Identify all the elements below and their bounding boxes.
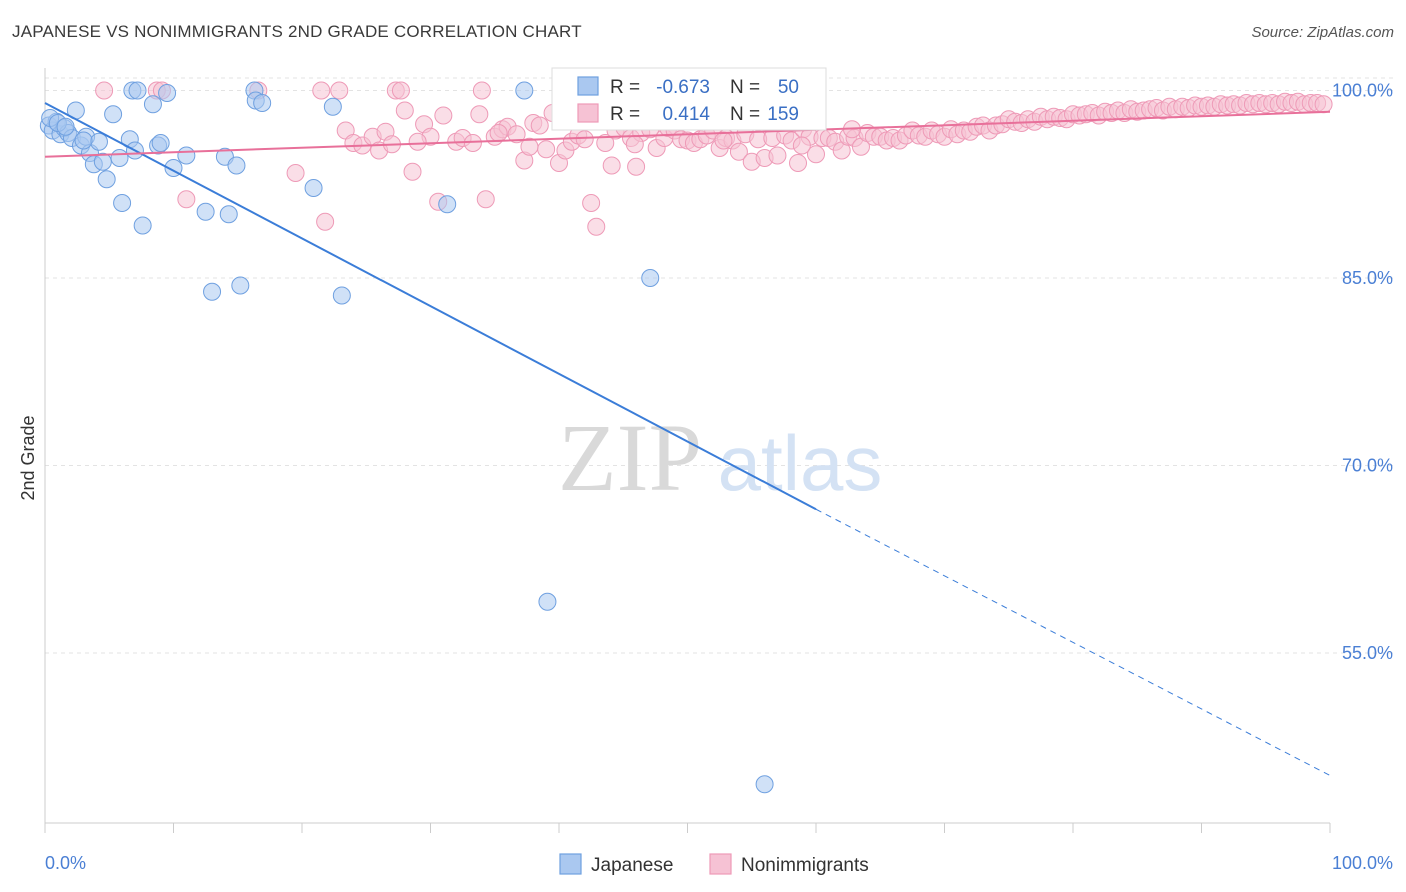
japanese-point-40 (332, 286, 351, 305)
nonimmigrants-point-160 (408, 132, 427, 151)
nonimmigrants-point-24 (434, 106, 453, 125)
japanese-point-42 (515, 81, 534, 100)
japanese-point-12 (89, 132, 108, 151)
japanese-point-13 (93, 152, 112, 171)
nonimmigrants-point-73 (768, 146, 787, 165)
axes-layer (44, 68, 1331, 833)
y-tick-label-3: 55.0% (1342, 643, 1393, 663)
grid-layer (45, 77, 1393, 654)
japanese-point-38 (304, 179, 323, 197)
nonimmigrants-point-36 (537, 140, 556, 159)
nonimmigrants-point-79 (807, 145, 825, 164)
nonimmigrants-point-4 (312, 81, 331, 100)
japanese-point-41 (438, 195, 457, 214)
labels-layer: 0.0% 100.0% 2nd Grade 100.0% 85.0% 70.0% 55… (18, 81, 1393, 874)
japanese-point-29 (196, 202, 215, 221)
y-axis-title: 2nd Grade (18, 415, 38, 500)
stats-swatch-nonimmigrants (577, 103, 599, 123)
japanese-point-48 (56, 117, 75, 136)
stats-r-value-japanese: -0.673 (656, 77, 710, 98)
nonimmigrants-point-10 (286, 164, 305, 182)
japanese-point-32 (219, 205, 238, 224)
bottom-legend: Japanese Nonimmigrants (559, 853, 869, 876)
japanese-point-26 (158, 84, 177, 102)
nonimmigrants-point-158 (1314, 95, 1333, 114)
nonimmigrants-point-43 (582, 194, 601, 212)
nonimmigrants-point-165 (792, 136, 811, 155)
nonimmigrants-point-163 (625, 135, 644, 154)
nonimmigrants-point-0 (95, 81, 114, 100)
japanese-point-14 (97, 170, 116, 189)
nonimmigrants-point-28 (476, 190, 495, 209)
japanese-point-17 (113, 194, 132, 212)
watermark: ZIP atlas (558, 404, 882, 511)
japanese-trend-line-extrapolated (815, 508, 1331, 776)
nonimmigrants-point-164 (714, 131, 733, 150)
japanese-point-15 (104, 105, 123, 124)
nonimmigrants-point-20 (403, 162, 422, 181)
legend-swatch-nonimmigrants (709, 853, 732, 875)
nonimmigrants-point-32 (507, 125, 526, 144)
japanese-point-22 (133, 216, 152, 235)
japanese-point-37 (253, 94, 272, 112)
japanese-point-21 (128, 81, 147, 100)
nonimmigrants-point-161 (470, 105, 489, 124)
stats-n-value-japanese: 50 (778, 77, 799, 98)
nonimmigrants-point-5 (330, 81, 349, 100)
nonimmigrants-point-162 (520, 137, 539, 156)
y-tick-label-2: 70.0% (1342, 456, 1393, 476)
nonimmigrants-trend-line (44, 110, 1331, 158)
japanese-point-39 (323, 97, 342, 116)
japanese-point-34 (231, 276, 250, 295)
nonimmigrants-point-11 (316, 212, 335, 231)
watermark-zip: ZIP (558, 404, 702, 511)
legend-swatch-japanese (559, 853, 582, 875)
stats-swatch-japanese (577, 76, 599, 96)
nonimmigrants-point-159 (489, 124, 508, 142)
nonimmigrants-point-44 (587, 217, 606, 236)
nonimmigrants-point-51 (627, 157, 646, 176)
japanese-point-23 (143, 95, 162, 114)
japanese-point-43 (538, 592, 557, 611)
y-tick-label-0: 100.0% (1332, 81, 1393, 101)
nonimmigrants-point-35 (530, 116, 549, 135)
japanese-trend-line (44, 102, 817, 511)
stats-n-label-nonimmigrants: N = (730, 104, 760, 125)
chart-source: Source: ZipAtlas.com (1251, 24, 1394, 41)
stats-r-label-nonimmigrants: R = (610, 104, 640, 125)
nonimmigrants-point-9 (177, 190, 196, 209)
japanese-point-28 (177, 146, 196, 165)
nonimmigrants-point-27 (463, 134, 482, 152)
watermark-atlas: atlas (718, 419, 883, 507)
japanese-point-44 (641, 269, 660, 287)
nonimmigrants-point-67 (729, 142, 748, 161)
japanese-point-49 (74, 131, 93, 150)
nonimmigrants-point-46 (596, 134, 615, 152)
stats-n-value-nonimmigrants: 159 (767, 104, 799, 125)
japanese-point-16 (110, 149, 129, 167)
trend-layer (44, 102, 1331, 776)
x-tick-label-right: 100.0% (1332, 853, 1393, 873)
legend-label-nonimmigrants: Nonimmigrants (741, 855, 869, 876)
legend-label-japanese: Japanese (591, 855, 673, 876)
stats-legend: R = -0.673 N = 50 R = 0.414 N = 159 (551, 67, 827, 131)
japanese-point-25 (151, 134, 170, 152)
stats-n-label-japanese: N = (730, 77, 760, 98)
stats-r-value-nonimmigrants: 0.414 (662, 104, 710, 125)
x-tick-label-left: 0.0% (45, 853, 86, 873)
nonimmigrants-point-76 (789, 154, 808, 172)
nonimmigrants-point-7 (391, 81, 410, 100)
japanese-point-45 (755, 775, 774, 794)
nonimmigrants-point-47 (602, 156, 621, 175)
stats-r-label-japanese: R = (610, 77, 640, 98)
nonimmigrants-point-19 (395, 101, 414, 120)
japanese-point-33 (227, 156, 246, 175)
japanese-point-30 (203, 282, 222, 301)
y-tick-label-1: 85.0% (1342, 268, 1393, 288)
chart-title: JAPANESE VS NONIMMIGRANTS 2ND GRADE CORR… (12, 22, 582, 41)
nonimmigrants-point-42 (575, 130, 594, 149)
nonimmigrants-point-8 (472, 81, 491, 100)
